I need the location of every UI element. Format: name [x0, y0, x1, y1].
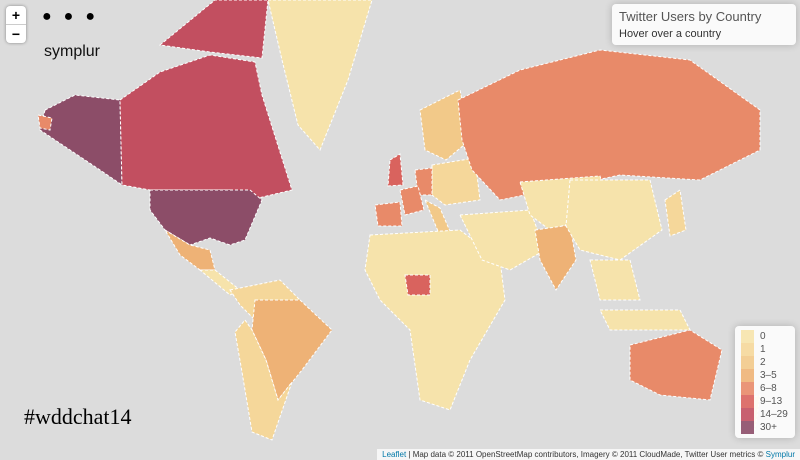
- legend-item: 9–13: [741, 395, 789, 408]
- country[interactable]: [387, 153, 404, 187]
- country[interactable]: [267, 0, 373, 151]
- country[interactable]: [149, 189, 263, 246]
- country[interactable]: [374, 201, 403, 227]
- country[interactable]: [158, 0, 269, 59]
- logo: symplur: [44, 43, 101, 60]
- country[interactable]: [404, 274, 431, 296]
- leaflet-link[interactable]: Leaflet: [382, 450, 407, 459]
- country[interactable]: [565, 179, 663, 261]
- country[interactable]: [419, 89, 471, 161]
- symplur-link[interactable]: Symplur: [765, 450, 795, 459]
- country[interactable]: [424, 198, 453, 237]
- country[interactable]: [39, 94, 123, 186]
- zoom-out[interactable]: −: [11, 26, 21, 42]
- legend-item: 2: [741, 356, 789, 369]
- country[interactable]: [234, 319, 293, 441]
- legend-swatch: [741, 343, 754, 356]
- legend-label: 9–13: [760, 396, 783, 407]
- hashtag: #wddchat14: [24, 404, 132, 429]
- legend-swatch: [741, 356, 754, 369]
- info-title: Twitter Users by Country: [619, 9, 762, 24]
- legend-item: 0: [741, 330, 789, 343]
- country[interactable]: [457, 49, 761, 201]
- legend-item: 1: [741, 343, 789, 356]
- logo-dots: ●●●: [42, 8, 107, 25]
- legend-item: 6–8: [741, 382, 789, 395]
- zoom-control: + −: [6, 6, 26, 43]
- country[interactable]: [599, 309, 691, 331]
- country[interactable]: [459, 209, 546, 271]
- legend-item: 3–5: [741, 369, 789, 382]
- legend-label: 6–8: [760, 383, 777, 394]
- country[interactable]: [119, 54, 293, 201]
- legend-label: 1: [760, 344, 766, 355]
- legend-item: 14–29: [741, 408, 789, 421]
- legend-label: 3–5: [760, 370, 777, 381]
- country[interactable]: [664, 189, 687, 237]
- legend-item: 30+: [741, 421, 789, 434]
- country[interactable]: [589, 259, 641, 301]
- country[interactable]: [399, 185, 425, 216]
- legend-label: 30+: [760, 422, 777, 433]
- legend: 0 1 2 3–5 6–8 9–13 14–29 30+: [735, 326, 795, 438]
- legend-swatch: [741, 395, 754, 408]
- zoom-in[interactable]: +: [6, 6, 26, 25]
- legend-swatch: [741, 382, 754, 395]
- info-subtitle: Hover over a country: [619, 28, 722, 40]
- legend-swatch: [741, 330, 754, 343]
- legend-label: 2: [760, 357, 766, 368]
- country[interactable]: [364, 229, 506, 411]
- info-box: Twitter Users by Country Hover over a co…: [612, 4, 796, 45]
- legend-swatch: [741, 369, 754, 382]
- country[interactable]: [37, 114, 53, 131]
- legend-label: 0: [760, 331, 766, 342]
- attribution-text: | Map data © 2011 OpenStreetMap contribu…: [406, 450, 766, 459]
- country[interactable]: [629, 329, 723, 401]
- country[interactable]: [534, 224, 577, 291]
- legend-swatch: [741, 421, 754, 434]
- attribution: Leaflet | Map data © 2011 OpenStreetMap …: [377, 449, 800, 460]
- legend-swatch: [741, 408, 754, 421]
- legend-label: 14–29: [760, 409, 788, 420]
